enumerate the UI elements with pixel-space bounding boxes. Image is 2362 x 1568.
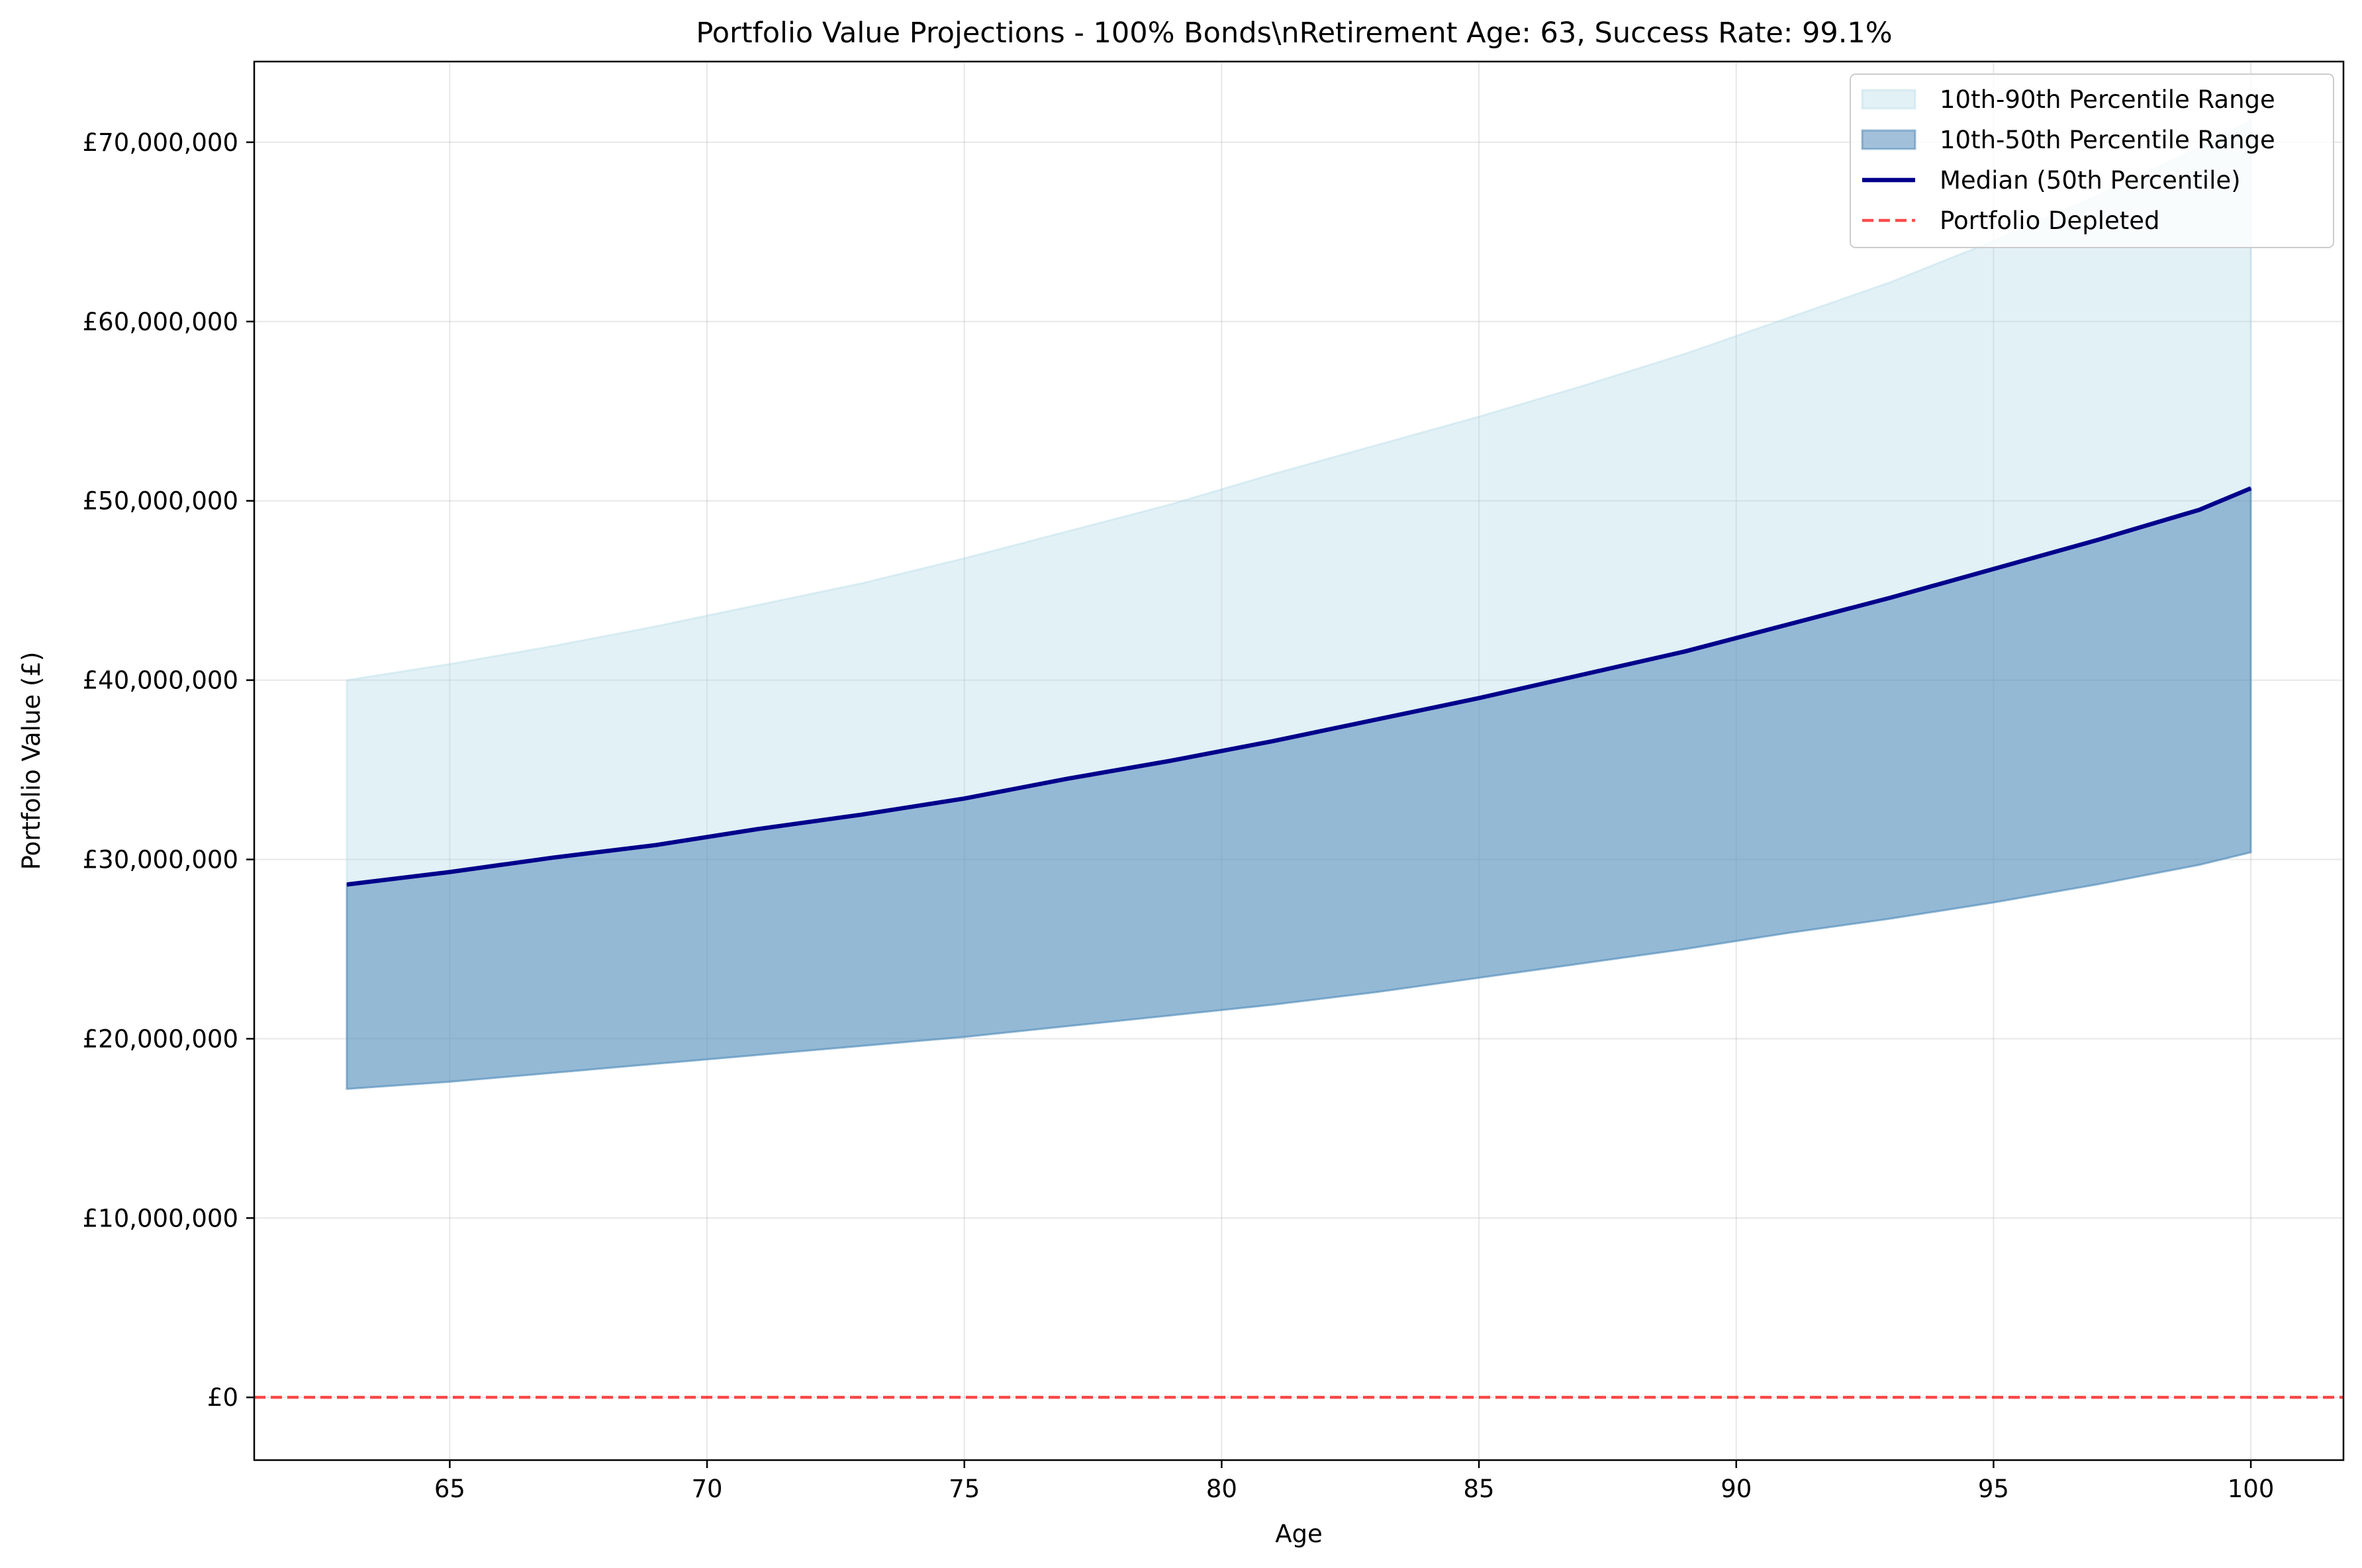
y-tick-label: £60,000,000: [83, 308, 238, 336]
median-line: [346, 486, 2252, 887]
legend-label: Portfolio Depleted: [1940, 207, 2160, 235]
x-tick-label: 75: [949, 1475, 980, 1503]
legend-label: 10th-50th Percentile Range: [1940, 126, 2275, 154]
y-tick-label: £70,000,000: [83, 128, 238, 157]
y-axis-label: Portfolio Value (£): [17, 652, 46, 870]
x-tick-label: 85: [1464, 1475, 1495, 1503]
x-tick-label: 90: [1721, 1475, 1752, 1503]
legend: 10th-90th Percentile Range 10th-50th Perc…: [1850, 73, 2334, 248]
lines: [254, 486, 2343, 1399]
legend-label: 10th-90th Percentile Range: [1940, 85, 2275, 114]
y-tick-label: £20,000,000: [83, 1025, 238, 1053]
x-tick-label: 65: [434, 1475, 465, 1503]
x-tick-label: 80: [1206, 1475, 1237, 1503]
plot-frame: [253, 60, 2345, 1461]
x-axis-ticks: 65 70 75 80 85 90 95 100: [434, 1460, 2275, 1503]
y-tick-label: £50,000,000: [83, 487, 238, 516]
y-tick-label: £30,000,000: [83, 845, 238, 874]
chart-title: Portfolio Value Projections - 100% Bonds…: [696, 17, 1892, 50]
y-axis-ticks: £0 £10,000,000 £20,000,000 £30,000,000 £40,0…: [83, 128, 254, 1412]
legend-swatch: [1861, 129, 1916, 150]
y-tick-label: £40,000,000: [83, 667, 238, 695]
x-tick-label: 95: [1978, 1475, 2009, 1503]
x-axis-label: Age: [1275, 1520, 1323, 1548]
legend-label: Median (50th Percentile): [1940, 166, 2241, 195]
x-tick-label: 70: [692, 1475, 723, 1503]
x-tick-label: 100: [2228, 1475, 2275, 1503]
y-tick-label: £10,000,000: [83, 1204, 238, 1232]
y-tick-label: £0: [207, 1383, 238, 1412]
legend-box: [1850, 73, 2334, 248]
bands: [346, 118, 2252, 1090]
legend-swatch: [1861, 89, 1916, 110]
